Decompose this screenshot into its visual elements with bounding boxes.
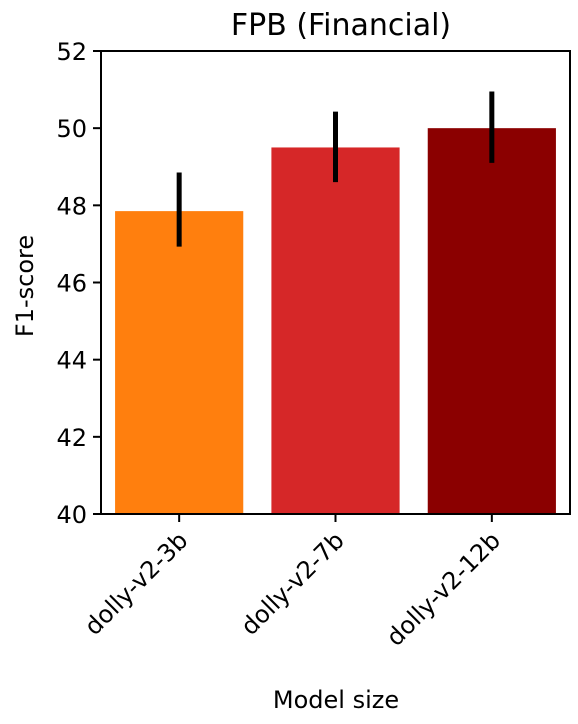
bars-group: [115, 128, 556, 515]
y-tick-label-50: 50: [56, 115, 87, 143]
x-axis: dolly-v2-3b dolly-v2-7b dolly-v2-12b: [79, 514, 506, 652]
y-tick-label-46: 46: [56, 270, 87, 298]
y-axis: 40 42 44 46 48 50 52: [56, 38, 101, 529]
bar-dolly-v2-12b: [427, 128, 556, 514]
y-tick-label-40: 40: [56, 501, 87, 529]
x-tick-label-dolly-v2-3b: dolly-v2-3b: [79, 526, 193, 640]
x-axis-label: Model size: [273, 686, 399, 714]
error-bars-group: [176, 91, 495, 247]
x-tick-label-dolly-v2-7b: dolly-v2-7b: [235, 526, 349, 640]
y-tick-label-44: 44: [56, 347, 87, 375]
y-axis-label: F1-score: [11, 235, 39, 337]
x-tick-label-dolly-v2-12b: dolly-v2-12b: [381, 526, 506, 651]
bar-dolly-v2-3b: [115, 211, 244, 514]
y-tick-label-52: 52: [56, 38, 87, 66]
y-tick-label-42: 42: [56, 424, 87, 452]
y-tick-label-48: 48: [56, 192, 87, 220]
chart-title: FPB (Financial): [231, 8, 451, 43]
bar-dolly-v2-7b: [271, 147, 400, 515]
